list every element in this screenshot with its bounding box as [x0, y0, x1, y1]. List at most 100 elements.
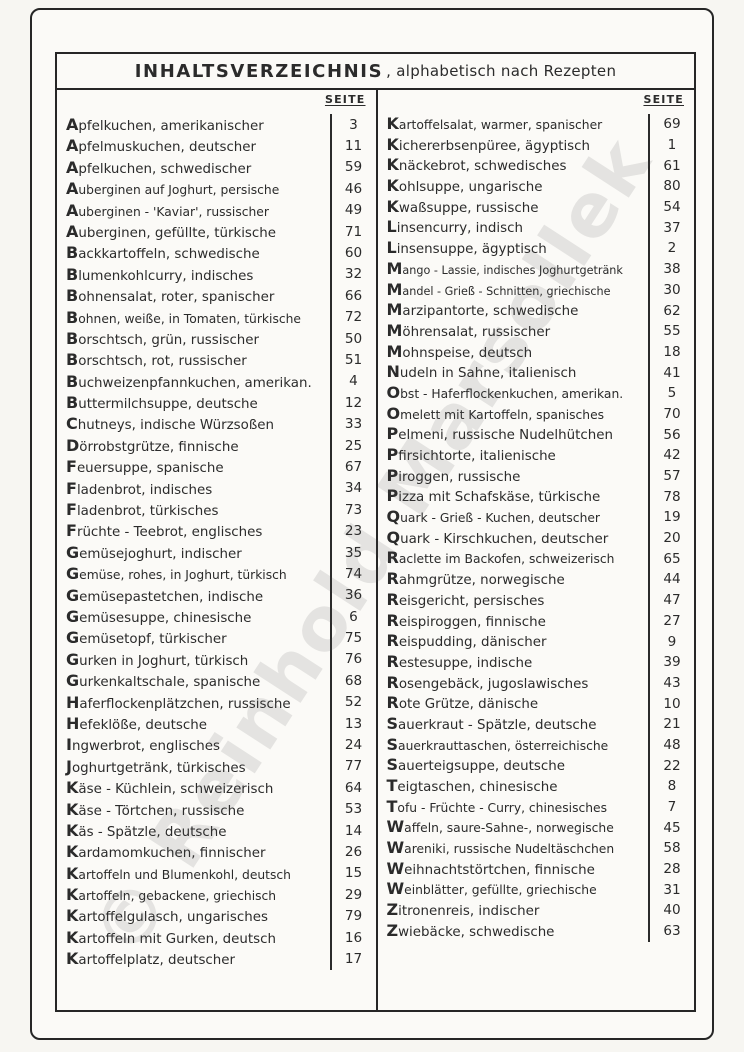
recipe-name: Raclette im Backofen, schweizerisch: [386, 548, 615, 568]
page-number: 69: [648, 114, 694, 135]
index-entry-row: Sauerkrauttaschen, österreichische 48: [378, 734, 695, 756]
index-entry-row: Hefeklöße, deutsche 13: [57, 712, 376, 735]
page-number: 36: [329, 584, 376, 606]
page-number: 77: [329, 755, 376, 778]
recipe-name: Pfirsichtorte, italienische: [386, 445, 556, 464]
page-number: 30: [648, 279, 694, 301]
page-number: 33: [329, 413, 376, 435]
recipe-index-table: SEITE Apfelkuchen, amerikanischer 3 Apfe…: [55, 86, 696, 1012]
recipe-name: Rosengebäck, jugoslawisches: [386, 672, 589, 692]
seite-header-right: SEITE: [643, 93, 684, 106]
index-entry-row: Bohnensalat, roter, spanischer 66: [57, 285, 376, 307]
page-number: 13: [329, 712, 376, 735]
page-number: 78: [648, 486, 694, 508]
recipe-name: Pizza mit Schafskäse, türkische: [386, 486, 601, 506]
page-number: 37: [648, 217, 694, 239]
page-number: 53: [329, 798, 376, 820]
index-entry-row: Reispiroggen, finnische 27: [378, 610, 695, 632]
index-entry-row: Marzipantorte, schwedische 62: [378, 300, 695, 321]
index-entry-row: Kartoffeln und Blumenkohl, deutsch 15: [57, 862, 376, 885]
index-entry-row: Sauerkraut - Spätzle, deutsche 21: [378, 713, 695, 735]
index-entry-row: Chutneys, indische Würzsoßen 33: [57, 413, 376, 435]
recipe-name: Omelett mit Kartoffeln, spanisches: [386, 403, 605, 423]
recipe-name: Feuersuppe, spanische: [66, 457, 224, 477]
index-entry-row: Linsencurry, indisch 37: [378, 217, 695, 239]
recipe-name: Backkartoffeln, schwedische: [66, 243, 260, 263]
seite-header-left: SEITE: [324, 93, 366, 106]
page-number: 46: [329, 178, 376, 200]
index-entry-row: Knäckebrot, schwedisches 61: [378, 155, 695, 177]
page-number: 26: [329, 841, 376, 863]
recipe-name: Linsensuppe, ägyptisch: [386, 238, 547, 258]
recipe-name: Joghurtgetränk, türkisches: [66, 756, 246, 776]
recipe-name: Mango - Lassie, indisches Joghurtgetränk: [386, 258, 623, 278]
index-entry-row: Fladenbrot, indisches 34: [57, 477, 376, 500]
index-entry-row: Teigtaschen, chinesische 8: [378, 776, 695, 797]
index-entry-row: Weinblätter, gefüllte, griechische 31: [378, 879, 695, 901]
index-entry-row: Käse - Küchlein, schweizerisch 64: [57, 777, 376, 799]
page-number: 43: [648, 672, 694, 694]
recipe-name: Ingwerbrot, englisches: [66, 735, 221, 755]
index-entry-row: Kichererbsenpüree, ägyptisch 1: [378, 134, 695, 156]
index-entry-row: Gemüsetopf, türkischer 75: [57, 627, 376, 649]
page-number: 17: [329, 948, 376, 970]
recipe-name: Hefeklöße, deutsche: [66, 713, 207, 733]
recipe-name: Pelmeni, russische Nudelhütchen: [386, 424, 613, 444]
page-number: 6: [329, 605, 376, 628]
index-entry-row: Sauerteigsuppe, deutsche 22: [378, 755, 695, 776]
page-number: 12: [329, 392, 376, 414]
page-number: 38: [648, 258, 694, 280]
page-number: 48: [648, 734, 694, 756]
page-number: 23: [329, 520, 376, 542]
index-entry-row: Quark - Grieß - Kuchen, deutscher 19: [378, 507, 695, 528]
recipe-name: Zwiebäcke, schwedische: [386, 920, 555, 940]
recipe-name: Kardamomkuchen, finnischer: [66, 842, 266, 862]
page-number: 76: [329, 648, 376, 671]
recipe-name: Borschtsch, grün, russischer: [66, 328, 260, 348]
index-entry-row: Weihnachtstörtchen, finnische 28: [378, 858, 695, 880]
recipe-name: Tofu - Früchte - Curry, chinesisches: [386, 796, 608, 816]
recipe-name: Reispudding, dänischer: [386, 631, 547, 651]
page-number: 35: [329, 541, 376, 564]
page-number: 66: [329, 285, 376, 307]
page-number: 67: [329, 456, 376, 478]
page-number: 55: [648, 320, 694, 342]
page-number: 34: [329, 477, 376, 500]
index-entry-row: Gemüsesuppe, chinesische 6: [57, 605, 376, 628]
recipe-name: Gemüsepastetchen, indische: [66, 585, 264, 605]
recipe-name: Käse - Törtchen, russische: [66, 799, 245, 819]
recipe-name: Gurken in Joghurt, türkisch: [66, 649, 249, 669]
recipe-name: Kartoffelsalat, warmer, spanischer: [386, 114, 603, 133]
index-entry-row: Kohlsuppe, ungarische 80: [378, 176, 695, 197]
recipe-name: Sauerkraut - Spätzle, deutsche: [386, 713, 597, 733]
recipe-name: Auberginen auf Joghurt, persische: [66, 179, 280, 199]
index-entry-row: Auberginen auf Joghurt, persische 46: [57, 178, 376, 200]
index-entry-row: Reispudding, dänischer 9: [378, 631, 695, 652]
index-entry-row: Raclette im Backofen, schweizerisch 65: [378, 548, 695, 570]
seite-header-row-right: SEITE: [378, 93, 695, 114]
index-entry-row: Mandel - Grieß - Schnitten, griechische …: [378, 279, 695, 301]
index-entry-row: Backkartoffeln, schwedische 60: [57, 242, 376, 264]
index-entry-row: Linsensuppe, ägyptisch 2: [378, 238, 695, 259]
page-number: 28: [648, 858, 694, 880]
recipe-name: Sauerteigsuppe, deutsche: [386, 755, 565, 775]
recipe-name: Kichererbsenpüree, ägyptisch: [386, 134, 590, 154]
recipe-name: Obst - Haferflockenkuchen, amerikan.: [386, 382, 624, 402]
page-number: 60: [329, 242, 376, 264]
recipe-name: Möhrensalat, russischer: [386, 320, 551, 340]
index-entry-row: Mango - Lassie, indisches Joghurtgetränk…: [378, 258, 695, 280]
recipe-name: Kartoffelplatz, deutscher: [66, 949, 236, 969]
page-number: 57: [648, 465, 694, 487]
page-number: 9: [648, 631, 694, 652]
page-number: 80: [648, 176, 694, 197]
page-number: 22: [648, 755, 694, 776]
recipe-name: Restesuppe, indische: [386, 651, 533, 671]
page-number: 31: [648, 879, 694, 901]
index-entry-row: Rahmgrütze, norwegische 44: [378, 569, 695, 590]
page-number: 71: [329, 220, 376, 243]
page-number: 10: [648, 693, 694, 714]
page-number: 65: [648, 548, 694, 570]
recipe-name: Mohnspeise, deutsch: [386, 341, 533, 361]
recipe-name: Rote Grütze, dänische: [386, 693, 539, 713]
index-entry-row: Tofu - Früchte - Curry, chinesisches 7: [378, 796, 695, 818]
